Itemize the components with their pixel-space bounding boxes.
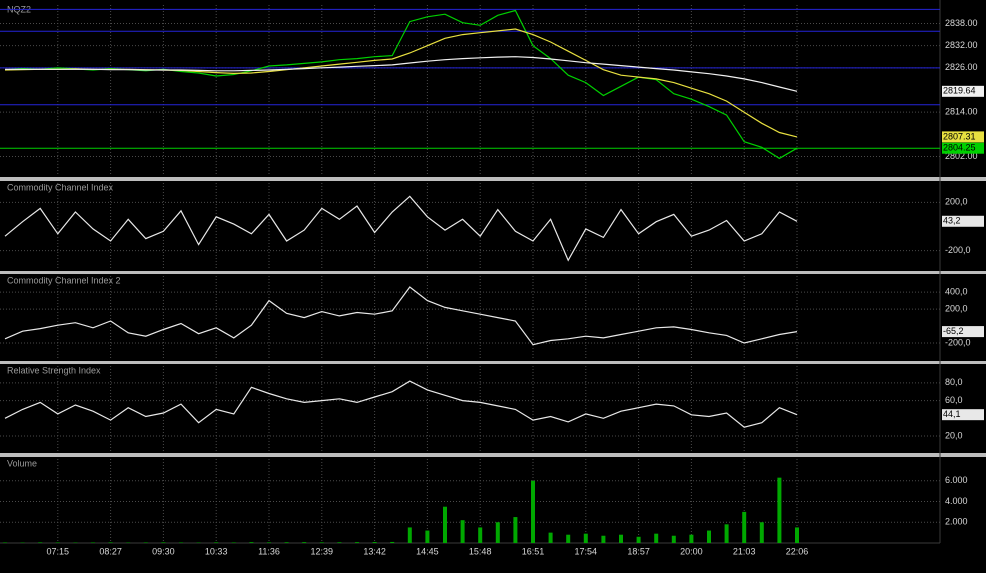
volume-bar <box>91 542 95 543</box>
y-tick-label: 20,0 <box>945 430 963 440</box>
volume-bar <box>795 527 799 543</box>
panel-title: Volume <box>7 458 37 468</box>
panel-separator <box>0 361 986 364</box>
value-box <box>942 131 984 143</box>
volume-bar <box>548 532 553 543</box>
volume-bar <box>3 542 7 543</box>
volume-bar <box>443 506 447 543</box>
volume-bar <box>143 542 148 543</box>
x-tick-label: 08:27 <box>99 546 122 556</box>
volume-bar <box>513 517 518 543</box>
volume-bar <box>372 542 377 543</box>
y-tick-label: 2.000 <box>945 517 968 527</box>
value-box-label: 2819.64 <box>943 86 976 96</box>
x-tick-label: 18:57 <box>627 546 650 556</box>
y-tick-label: 2838.00 <box>945 18 978 28</box>
x-tick-label: 22:06 <box>786 546 809 556</box>
value-box-label: -65,2 <box>943 326 964 336</box>
series-line <box>4 286 798 346</box>
y-tick-label: 200,0 <box>945 197 968 207</box>
volume-bar <box>654 533 659 543</box>
volume-bar <box>249 542 254 543</box>
y-tick-label: -200,0 <box>945 337 971 347</box>
volume-bar <box>460 520 465 543</box>
x-tick-label: 21:03 <box>733 546 756 556</box>
y-tick-label: 2814.00 <box>945 107 978 117</box>
y-tick-label: 80,0 <box>945 377 963 387</box>
volume-bar <box>214 542 219 543</box>
x-tick-label: 12:39 <box>311 546 334 556</box>
y-tick-label: 400,0 <box>945 286 968 296</box>
x-tick-label: 10:33 <box>205 546 228 556</box>
volume-bar <box>355 542 359 543</box>
y-tick-label: 200,0 <box>945 303 968 313</box>
volume-bar <box>583 533 588 543</box>
value-box <box>942 409 984 421</box>
volume-bar <box>302 542 307 543</box>
panel-title: Commodity Channel Index 2 <box>7 275 121 285</box>
volume-bar <box>777 477 782 543</box>
volume-bar <box>231 542 236 543</box>
y-tick-label: 2826.00 <box>945 62 978 72</box>
volume-bar <box>636 536 641 543</box>
value-box <box>942 142 984 154</box>
volume-bar <box>55 542 60 543</box>
panel-title: Relative Strength Index <box>7 365 101 375</box>
volume-bar <box>267 542 271 543</box>
panel-separator <box>0 271 986 274</box>
volume-bar <box>566 534 571 543</box>
value-box <box>942 85 984 97</box>
volume-bar <box>179 542 183 543</box>
volume-bar <box>724 524 729 543</box>
volume-bar <box>742 511 747 543</box>
volume-bar <box>337 542 342 543</box>
volume-bar <box>619 534 623 543</box>
value-box <box>942 215 984 227</box>
volume-bar <box>495 522 500 543</box>
y-tick-label: 60,0 <box>945 395 963 405</box>
series-line <box>4 195 798 262</box>
volume-bar <box>671 535 676 543</box>
value-box-label: 2807.31 <box>943 131 976 141</box>
y-tick-label: 2832.00 <box>945 40 978 50</box>
volume-bar <box>531 480 535 543</box>
volume-bar <box>161 542 166 543</box>
value-box-label: 44,1 <box>943 409 961 419</box>
x-tick-label: 11:36 <box>258 546 280 556</box>
x-tick-label: 13:42 <box>363 546 386 556</box>
value-box <box>942 326 984 338</box>
series-line <box>4 380 798 428</box>
volume-bar <box>425 530 430 543</box>
x-tick-label: 07:15 <box>47 546 70 556</box>
volume-bar <box>707 530 711 543</box>
x-tick-label: 17:54 <box>575 546 598 556</box>
x-tick-label: 14:45 <box>416 546 439 556</box>
panel-separator <box>0 453 986 457</box>
x-tick-label: 15:48 <box>469 546 492 556</box>
y-tick-label: 2802.00 <box>945 151 978 161</box>
value-box-label: 43,2 <box>943 216 961 226</box>
y-tick-label: 6.000 <box>945 475 968 485</box>
volume-bar <box>759 522 764 543</box>
volume-bar <box>108 542 113 543</box>
volume-bar <box>38 542 43 543</box>
x-tick-label: 20:00 <box>680 546 703 556</box>
volume-bar <box>319 542 324 543</box>
panel-title: Commodity Channel Index <box>7 182 114 192</box>
value-box-label: 2804.25 <box>943 143 976 153</box>
x-tick-label: 16:51 <box>522 546 545 556</box>
volume-bar <box>689 534 694 543</box>
volume-bar <box>478 527 483 543</box>
volume-bar <box>601 535 606 543</box>
y-tick-label: -200,0 <box>945 245 971 255</box>
volume-bar <box>390 541 395 543</box>
y-tick-label: 4.000 <box>945 496 968 506</box>
x-tick-label: 09:30 <box>152 546 175 556</box>
series-line <box>5 56 798 92</box>
panel-separator <box>0 177 986 181</box>
volume-bar <box>284 542 289 543</box>
volume-bar <box>407 527 412 543</box>
